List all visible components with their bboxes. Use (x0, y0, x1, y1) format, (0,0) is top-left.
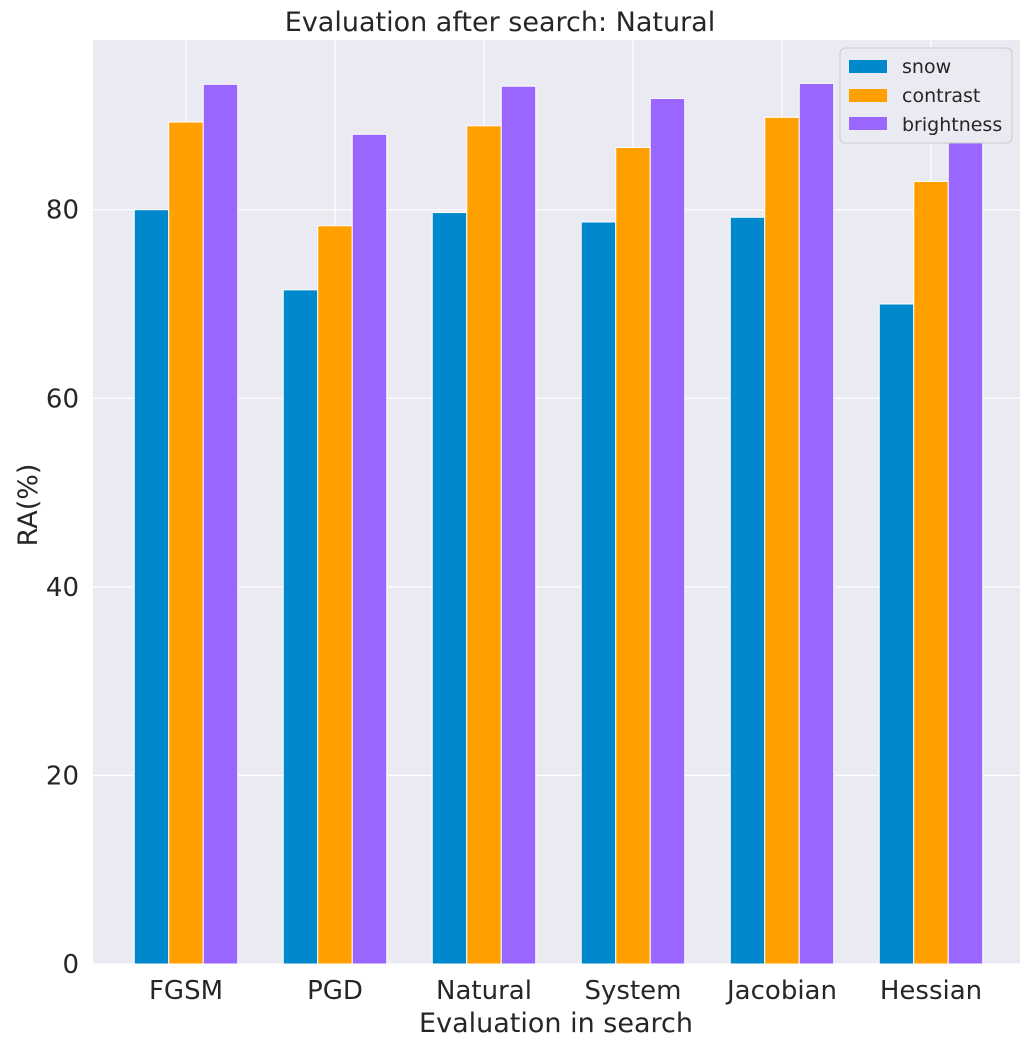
legend-label-brightness: brightness (902, 114, 1002, 136)
bar-contrast-system (615, 146, 651, 965)
legend-swatch-brightness (849, 117, 887, 130)
y-tick-label: 0 (62, 950, 79, 980)
bar-contrast-natural (466, 125, 502, 965)
legend-label-snow: snow (902, 56, 951, 78)
bar-snow-pgd (282, 289, 319, 965)
bar-snow-fgsm (133, 209, 170, 965)
x-tick-label: PGD (307, 976, 363, 1006)
y-tick-label: 80 (46, 196, 79, 226)
legend-swatch-contrast (849, 89, 887, 102)
x-tick-label: System (585, 976, 682, 1006)
bar-brightness-hessian (947, 119, 984, 965)
y-tick-label: 40 (46, 573, 79, 603)
bar-brightness-system (649, 97, 686, 965)
chart-title: Evaluation after search: Natural (285, 7, 715, 38)
bar-brightness-jacobian (798, 82, 835, 965)
y-tick-labels: 0 20 40 60 80 (46, 196, 79, 980)
y-axis-label: RA(%) (13, 464, 44, 547)
bar-series (133, 82, 984, 965)
bar-brightness-natural (500, 85, 537, 965)
y-tick-label: 60 (46, 384, 79, 414)
bar-contrast-hessian (913, 180, 949, 965)
bar-snow-jacobian (729, 216, 766, 965)
legend-swatch-snow (849, 60, 887, 73)
x-tick-label: Jacobian (725, 976, 837, 1006)
y-tick-label: 20 (46, 761, 79, 791)
x-axis-label: Evaluation in search (419, 1008, 693, 1039)
x-tick-label: Hessian (880, 976, 982, 1006)
bar-snow-hessian (878, 303, 915, 965)
bar-contrast-fgsm (168, 121, 204, 965)
bar-brightness-pgd (351, 133, 388, 965)
legend-label-contrast: contrast (902, 85, 980, 107)
plot-background (93, 40, 1020, 964)
bar-snow-natural (431, 212, 468, 965)
bar-contrast-jacobian (764, 116, 800, 965)
bar-snow-system (580, 221, 617, 965)
x-tick-labels: FGSM PGD Natural System Jacobian Hessian (149, 976, 982, 1006)
x-tick-label: FGSM (149, 976, 223, 1006)
bar-contrast-pgd (317, 225, 353, 965)
bar-brightness-fgsm (202, 83, 239, 965)
x-tick-label: Natural (436, 976, 532, 1006)
legend: snow contrast brightness (839, 47, 1013, 144)
